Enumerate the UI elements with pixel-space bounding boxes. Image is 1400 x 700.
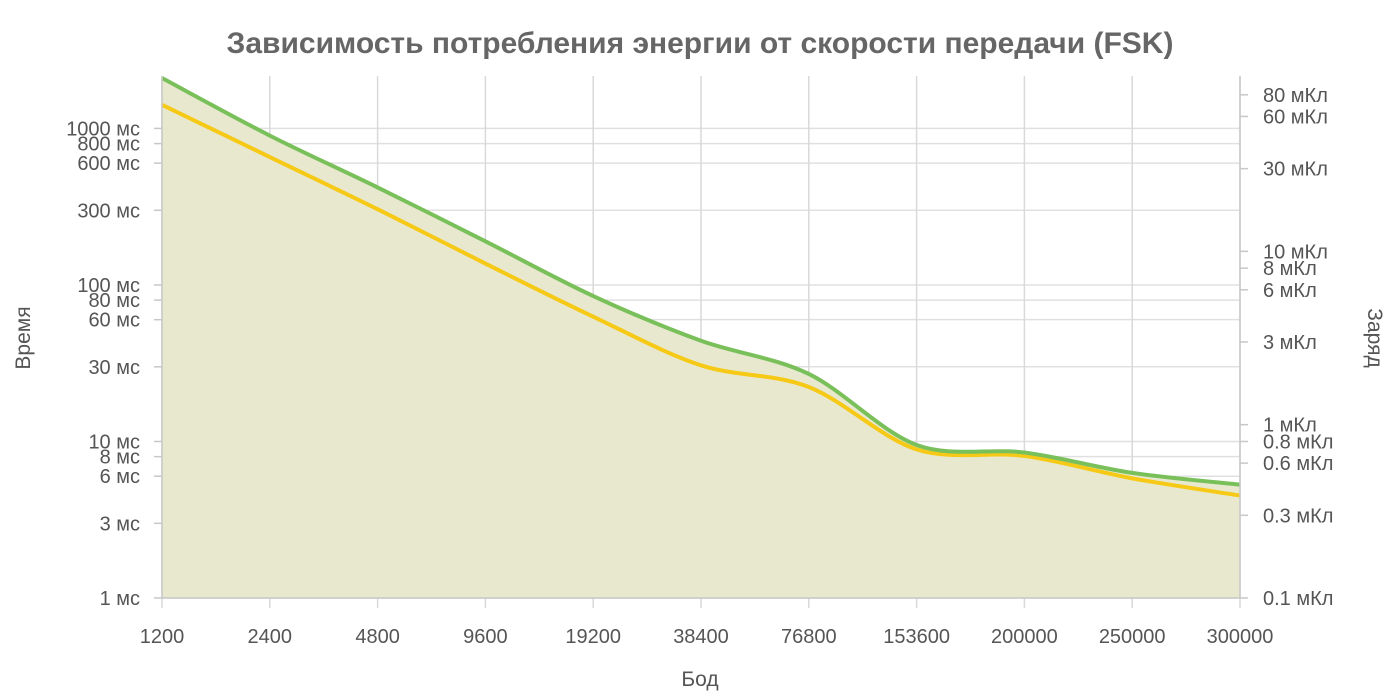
- y-right-tick-label: 80 мКл: [1263, 85, 1328, 107]
- y-left-tick-label: 60 мс: [88, 310, 140, 332]
- y-left-tick-label: 800 мс: [77, 134, 140, 156]
- y-left-tick-label: 100 мс: [77, 275, 140, 297]
- x-tick-label: 200000: [991, 626, 1058, 648]
- y-right-tick-label: 0.3 мКл: [1263, 505, 1333, 527]
- series-lines: [161, 76, 1241, 498]
- y-right-tick-label: 10 мКл: [1263, 241, 1328, 263]
- chart-title: Зависимость потребления энергии от скоро…: [227, 27, 1174, 60]
- y-left-tick-label: 10 мс: [88, 431, 140, 453]
- x-tick-label: 9600: [463, 626, 508, 648]
- series-area-1: [162, 78, 1240, 598]
- y-right-tick-label: 6 мКл: [1263, 280, 1317, 302]
- y-left-tick-label: 8 мс: [100, 447, 140, 469]
- x-tick-label: 250000: [1099, 626, 1166, 648]
- y-left-tick-label: 6 мс: [100, 466, 140, 488]
- y-right-tick-label: 60 мКл: [1263, 106, 1328, 128]
- x-tick-label: 153600: [883, 626, 950, 648]
- y-right-tick-label: 0.1 мКл: [1263, 588, 1333, 610]
- y-right-tick-label: 30 мКл: [1263, 159, 1328, 181]
- x-tick-label: 300000: [1207, 626, 1274, 648]
- series-areas: [162, 78, 1240, 598]
- x-tick-label: 1200: [140, 626, 185, 648]
- x-tick-label: 76800: [781, 626, 837, 648]
- x-tick-label: 2400: [248, 626, 293, 648]
- y-right-tick-label: 3 мКл: [1263, 332, 1317, 354]
- x-tick-label: 19200: [565, 626, 621, 648]
- y-right-tick-label: 1 мКл: [1263, 415, 1317, 437]
- y-left-tick-label: 300 мс: [77, 200, 140, 222]
- y-axis-left-label: Время: [12, 306, 35, 369]
- x-tick-label: 4800: [355, 626, 400, 648]
- y-left-tick-label: 30 мс: [88, 357, 140, 379]
- x-tick-label: 38400: [673, 626, 729, 648]
- y-axis-right-label: Заряд: [1363, 308, 1386, 367]
- y-left-tick-label: 3 мс: [100, 513, 140, 535]
- x-axis-label: Бод: [681, 668, 718, 691]
- y-left-tick-label: 1000 мс: [66, 118, 140, 140]
- y-left-tick-label: 80 мс: [88, 290, 140, 312]
- y-left-tick-label: 1 мс: [100, 588, 140, 610]
- y-right-tick-label: 0.6 мКл: [1263, 453, 1333, 475]
- y-left-tick-label: 600 мс: [77, 153, 140, 175]
- y-right-tick-label: 0.8 мКл: [1263, 431, 1333, 453]
- y-right-tick-label: 8 мКл: [1263, 258, 1317, 280]
